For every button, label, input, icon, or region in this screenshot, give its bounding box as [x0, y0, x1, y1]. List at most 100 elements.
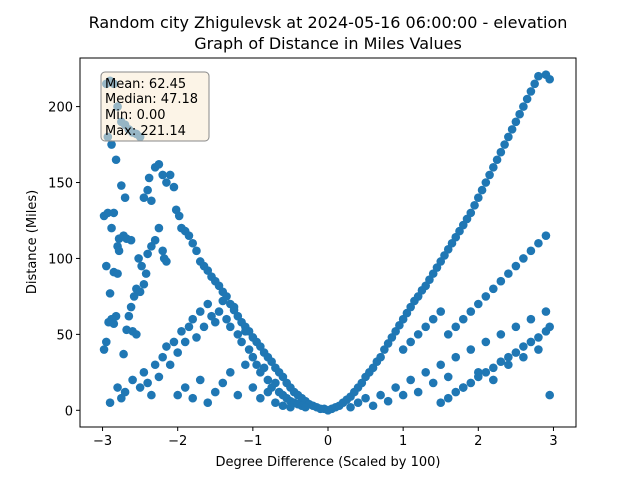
- scatter-point: [203, 299, 213, 309]
- scatter-point: [474, 299, 483, 309]
- y-axis-ticks: 0 50 100 150 200: [48, 101, 80, 419]
- scatter-point: [489, 163, 498, 172]
- scatter-point: [241, 360, 250, 370]
- scatter-point: [466, 208, 476, 218]
- scatter-point: [103, 208, 113, 218]
- chart-title: Random city Zhigulevsk at 2024-05-16 06:…: [89, 13, 568, 32]
- scatter-point: [143, 249, 152, 259]
- scatter-point: [466, 307, 476, 316]
- y-tick-label: 100: [48, 252, 73, 267]
- scatter-point: [530, 79, 539, 89]
- scatter-point: [129, 292, 139, 301]
- scatter-point: [534, 238, 543, 248]
- scatter-point: [500, 140, 509, 149]
- scatter-point: [120, 387, 130, 397]
- scatter-point: [481, 178, 491, 187]
- scatter-point: [169, 337, 179, 347]
- scatter-point: [474, 372, 483, 382]
- scatter-point: [210, 387, 220, 397]
- scatter-point: [301, 402, 310, 412]
- x-tick-label: 3: [549, 434, 557, 449]
- scatter-point: [504, 352, 513, 362]
- y-tick-label: 50: [56, 328, 73, 343]
- scatter-point: [233, 330, 243, 339]
- stats-mean: Mean: 62.45: [105, 77, 186, 92]
- scatter-point: [126, 235, 136, 245]
- scatter-point: [162, 342, 171, 351]
- scatter-point: [451, 387, 461, 397]
- scatter-point: [248, 352, 258, 362]
- stats-min: Min: 0.00: [105, 108, 166, 123]
- scatter-point: [489, 284, 498, 294]
- scatter-point: [139, 368, 149, 377]
- scatter-point: [132, 330, 141, 339]
- scatter-point: [515, 109, 524, 119]
- scatter-point: [541, 231, 551, 240]
- scatter-point: [128, 375, 137, 385]
- scatter-point: [195, 375, 205, 385]
- scatter-point: [120, 193, 130, 202]
- scatter-point: [519, 342, 528, 351]
- scatter-point: [195, 307, 205, 316]
- scatter-point: [143, 378, 152, 388]
- scatter-point: [124, 311, 134, 321]
- scatter-point: [504, 269, 513, 278]
- scatter-point: [169, 182, 179, 192]
- scatter-point: [109, 208, 119, 218]
- scatter-point: [519, 102, 528, 111]
- scatter-point: [107, 140, 116, 149]
- scatter-point: [545, 390, 554, 400]
- scatter-point: [391, 383, 400, 392]
- scatter-point: [143, 185, 152, 195]
- scatter-point: [180, 337, 190, 347]
- scatter-point: [188, 393, 198, 403]
- scatter-point: [466, 378, 476, 388]
- x-tick-label: 0: [324, 434, 332, 449]
- scatter-point: [534, 71, 543, 81]
- scatter-point: [353, 398, 363, 408]
- stats-box: Mean: 62.45 Median: 47.18 Min: 0.00 Max:…: [100, 71, 210, 142]
- scatter-point: [192, 333, 201, 342]
- scatter-point: [114, 246, 124, 256]
- scatter-point: [158, 246, 167, 256]
- scatter-point: [135, 383, 145, 392]
- x-axis-label: Degree Difference (Scaled by 100): [216, 455, 441, 470]
- scatter-point: [144, 173, 154, 183]
- scatter-point: [150, 360, 160, 370]
- scatter-point: [545, 74, 554, 84]
- scatter-point: [113, 383, 122, 392]
- scatter-point: [158, 352, 167, 362]
- scatter-point: [111, 155, 121, 165]
- scatter-point: [237, 337, 246, 347]
- scatter-point: [141, 269, 151, 278]
- scatter-point: [134, 254, 143, 263]
- scatter-point: [233, 390, 243, 400]
- scatter-point: [519, 352, 528, 362]
- scatter-point: [177, 327, 186, 336]
- scatter-point: [496, 330, 506, 339]
- scatter-point: [451, 352, 461, 362]
- scatter-point: [107, 223, 116, 233]
- scatter-point: [406, 337, 415, 347]
- x-tick-label: −3: [93, 434, 112, 449]
- scatter-point: [241, 327, 250, 336]
- y-axis-label: Distance (Miles): [25, 190, 40, 294]
- scatter-point: [443, 393, 453, 403]
- scatter-point: [188, 238, 198, 248]
- scatter-point: [214, 307, 224, 316]
- scatter-point: [368, 401, 378, 411]
- scatter-point: [458, 383, 468, 392]
- scatter-point: [477, 185, 487, 195]
- scatter-point: [137, 261, 146, 271]
- scatter-point: [436, 398, 446, 408]
- scatter-point: [271, 398, 280, 408]
- scatter-point: [496, 147, 506, 157]
- scatter-point: [383, 396, 393, 406]
- scatter-point: [398, 390, 408, 400]
- scatter-point: [147, 390, 156, 400]
- scatter-point: [150, 235, 160, 245]
- x-tick-label: 2: [474, 434, 482, 449]
- scatter-point: [346, 402, 355, 412]
